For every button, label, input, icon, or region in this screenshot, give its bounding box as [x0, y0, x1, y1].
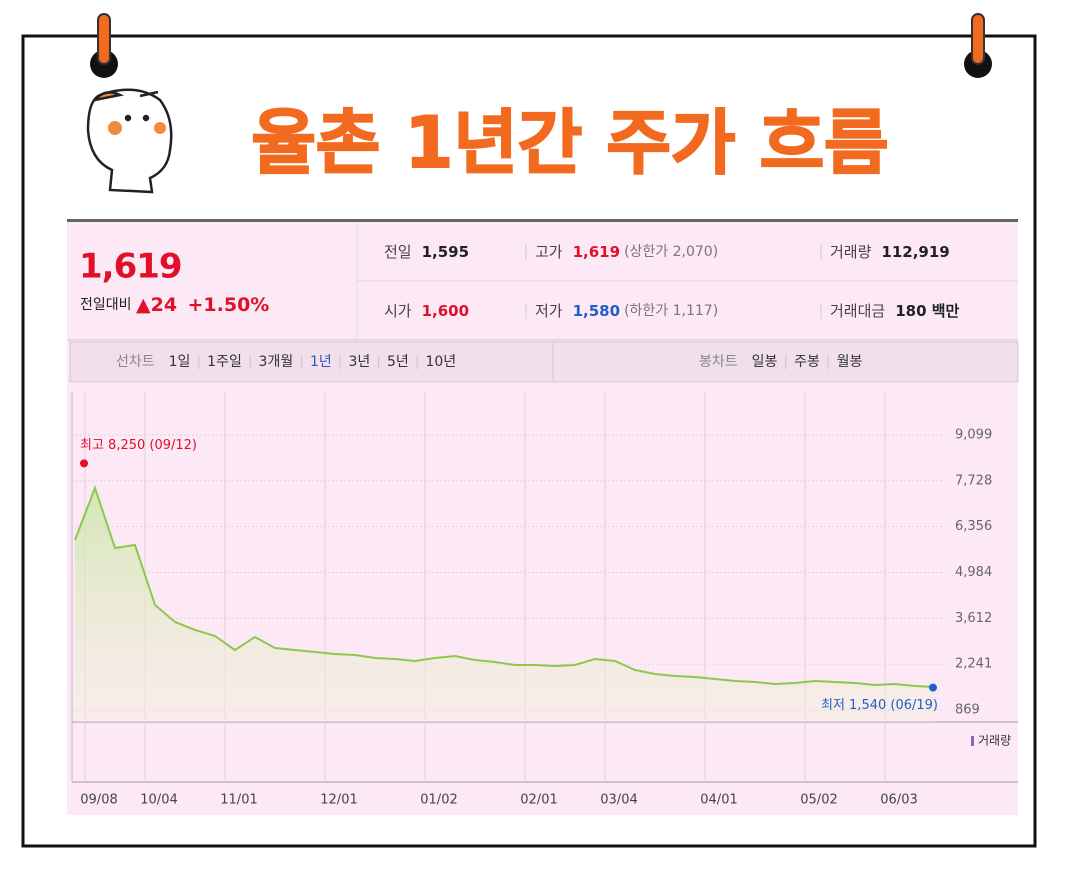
annotation-marker — [80, 459, 88, 468]
change-amount: ▲24 — [136, 294, 177, 316]
x-tick-label: 05/02 — [800, 793, 837, 808]
tab-separator: | — [299, 354, 304, 370]
price-change: 전일대비 ▲24 +1.50% — [80, 294, 269, 316]
line — [74, 485, 936, 689]
x-tick-label: 04/01 — [700, 793, 737, 808]
summary-label: 저가 — [535, 302, 563, 320]
tab-separator: | — [376, 354, 381, 370]
tab[interactable]: 월봉 — [837, 354, 863, 370]
summary-item: 거래대금 180 백만 — [830, 302, 960, 320]
tab[interactable]: 1년 — [310, 354, 332, 370]
tab-group: 봉차트 일봉 | 주봉 | 월봉 — [699, 354, 862, 370]
y-tick-label: 4,984 — [955, 565, 992, 580]
summary-value: 1,580 — [573, 302, 620, 320]
summary-label: 거래대금 — [830, 302, 885, 320]
summary-value: 1,595 — [422, 243, 469, 261]
tab[interactable]: 3년 — [348, 354, 370, 370]
chart: 869 2,241 3,612 4,984 6,356 7,728 9,099 09/08 10… — [72, 392, 992, 808]
summary-note: (상한가 2,070) — [624, 244, 718, 260]
summary-item: 시가 1,600 — [384, 302, 469, 320]
change-label: 전일대비 — [80, 297, 132, 313]
y-tick-label: 869 — [955, 703, 980, 718]
y-tick-label: 7,728 — [955, 473, 992, 488]
x-tick-label: 09/08 — [80, 793, 117, 808]
x-tick-label: 03/04 — [600, 793, 637, 808]
summary-value: 1,619 — [573, 243, 620, 261]
volume-legend-swatch — [971, 736, 974, 746]
summary-note: (하한가 1,117) — [624, 303, 718, 319]
annotation-marker — [929, 683, 937, 692]
tab-separator: | — [338, 354, 343, 370]
current-price: 1,619 — [79, 247, 182, 287]
tab-separator: | — [196, 354, 201, 370]
tab-separator: | — [415, 354, 420, 370]
tab-separator: | — [248, 354, 253, 370]
x-tick-label: 02/01 — [520, 793, 557, 808]
tab-bar — [69, 341, 1019, 383]
change-rate: +1.50% — [188, 294, 270, 316]
tab[interactable]: 3개월 — [259, 354, 294, 370]
tab-separator: | — [783, 354, 788, 370]
x-tick-label: 01/02 — [420, 793, 457, 808]
pins — [90, 13, 992, 78]
tab[interactable]: 10년 — [425, 354, 456, 370]
area — [75, 487, 935, 722]
annotation: 최고 8,250 (09/12) — [80, 438, 197, 453]
summary-label: 거래량 — [830, 243, 872, 261]
summary-value: 1,600 — [422, 302, 469, 320]
cat-icon — [86, 88, 173, 194]
summary-label: 시가 — [384, 302, 412, 320]
summary-item: 저가 1,580 (하한가 1,117) — [535, 302, 718, 320]
annotation: 최저 1,540 (06/19) — [821, 698, 938, 713]
tab-group-label: 선차트 — [116, 354, 155, 370]
volume-label: 거래량 — [978, 734, 1011, 748]
summary-item: 거래량 112,919 — [830, 243, 950, 261]
tab[interactable]: 1주일 — [207, 354, 242, 370]
summary-label: 고가 — [535, 243, 563, 261]
x-tick-label: 10/04 — [140, 793, 177, 808]
tabs: 선차트 1일 | 1주일 | 3개월 | 1년 | 3년 | 5년 | 10년 봉차트 일봉 | 주봉 | 월봉 — [116, 354, 862, 370]
tab[interactable]: 1일 — [169, 354, 191, 370]
x-tick-label: 12/01 — [320, 793, 357, 808]
tab-separator: | — [826, 354, 831, 370]
tab[interactable]: 주봉 — [794, 354, 820, 370]
x-tick-label: 06/03 — [880, 793, 917, 808]
y-tick-label: 3,612 — [955, 611, 992, 626]
tab[interactable]: 일봉 — [752, 354, 778, 370]
tab-group: 선차트 1일 | 1주일 | 3개월 | 1년 | 3년 | 5년 | 10년 — [116, 354, 456, 370]
summary-value: 180 백만 — [895, 302, 959, 320]
summary-item: 고가 1,619 (상한가 2,070) — [535, 243, 718, 261]
summary-item: 전일 1,595 — [384, 243, 469, 261]
tab[interactable]: 5년 — [387, 354, 409, 370]
y-tick-label: 2,241 — [955, 657, 992, 672]
panel-top-border — [67, 219, 1018, 222]
summary-value: 112,919 — [881, 243, 949, 261]
page-title: 율촌 1년간 주가 흐름 — [251, 102, 888, 184]
y-tick-label: 9,099 — [955, 428, 992, 443]
y-tick-label: 6,356 — [955, 519, 992, 534]
summary-label: 전일 — [384, 243, 412, 261]
tab-group-label: 봉차트 — [699, 354, 738, 370]
x-tick-label: 11/01 — [220, 793, 257, 808]
summary: 전일 1,595 고가 1,619 (상한가 2,070) 거래량 112,919 시가 1,6… — [384, 243, 960, 320]
